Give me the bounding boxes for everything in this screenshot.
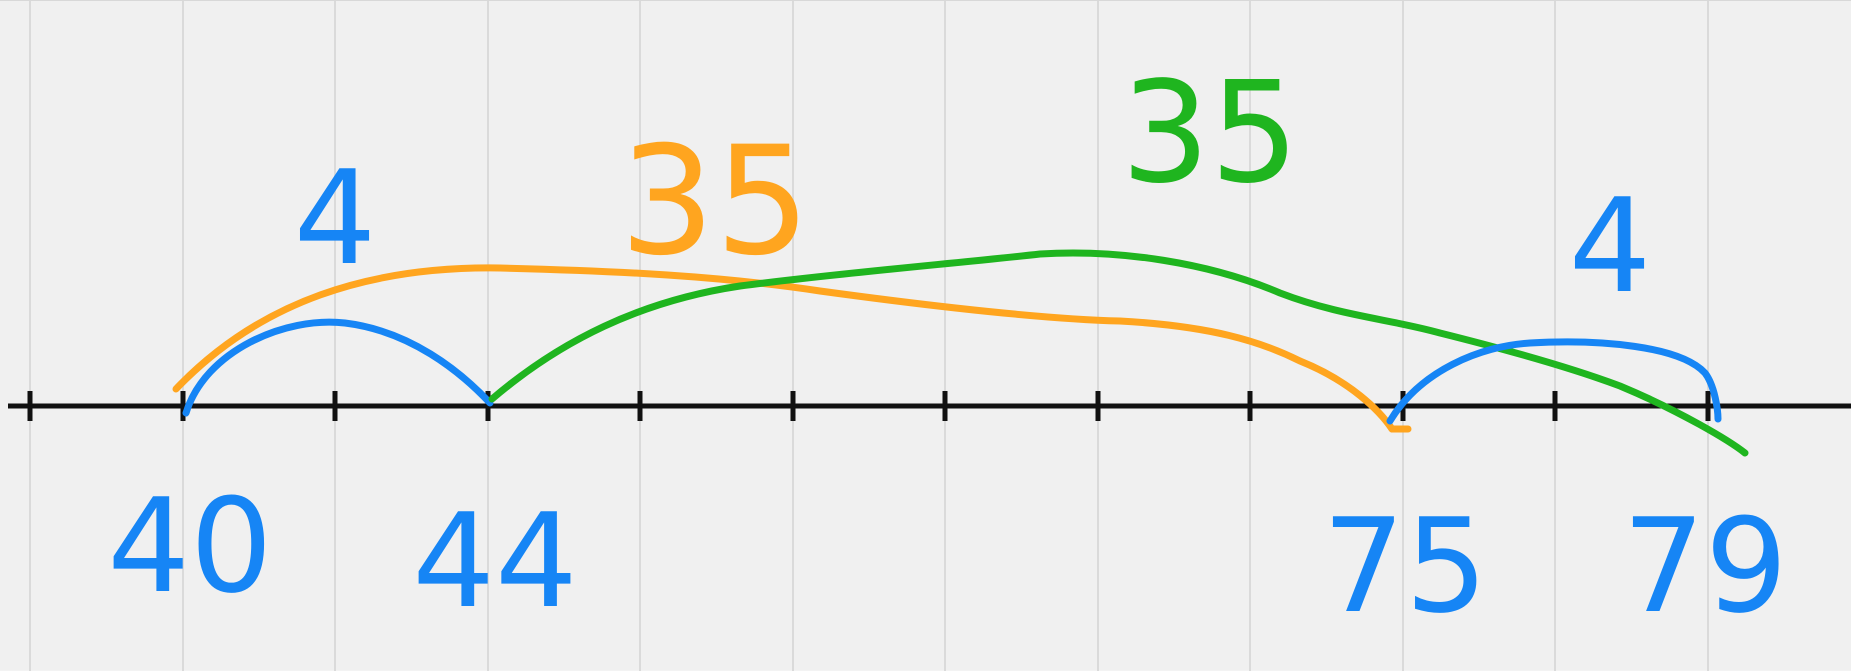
jump-label-blue-right: 4 <box>1569 170 1652 322</box>
jump-label-green: 35 <box>1121 52 1299 215</box>
grid-lines <box>29 1 1709 671</box>
number-label-79: 79 <box>1622 490 1787 642</box>
number-label-75: 75 <box>1322 490 1487 642</box>
jump-arc-green <box>488 249 1749 457</box>
number-label-40: 40 <box>107 470 272 622</box>
number-label-44: 44 <box>412 485 577 637</box>
jump-label-orange: 35 <box>620 115 811 289</box>
jump-arc-orange <box>172 264 1412 433</box>
axis-ticks <box>27 391 1711 421</box>
jump-label-blue-left: 4 <box>294 142 377 294</box>
jump-arc-blue-right <box>1386 338 1722 425</box>
jump-arc-blue-left <box>182 318 494 417</box>
